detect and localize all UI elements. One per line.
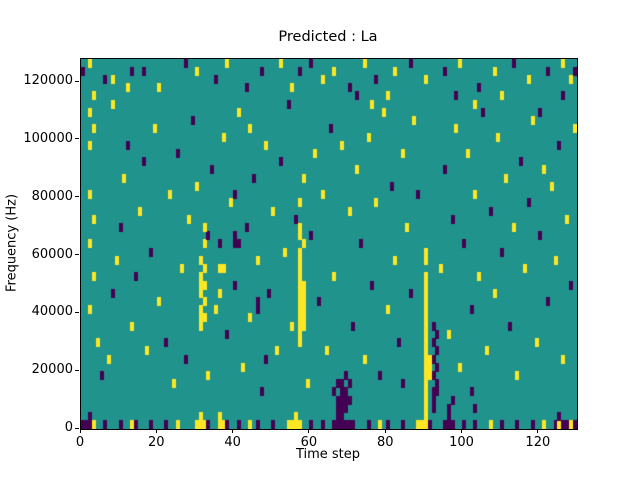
x-tick-label: 100 xyxy=(449,435,474,450)
y-tick-mark xyxy=(75,369,79,371)
y-tick-label: 80000 xyxy=(31,188,73,204)
heatmap-canvas xyxy=(81,59,577,429)
y-tick-mark xyxy=(75,311,79,313)
x-tick-mark xyxy=(461,429,463,433)
plot-area xyxy=(80,58,578,430)
chart-title: Predicted : La xyxy=(278,29,378,45)
y-tick-mark xyxy=(75,427,79,429)
x-tick-label: 0 xyxy=(75,435,85,450)
x-tick-label: 80 xyxy=(376,435,394,450)
y-axis-label: Frequency (Hz) xyxy=(4,193,20,293)
y-tick-label: 120000 xyxy=(23,73,73,89)
y-tick-label: 40000 xyxy=(31,304,73,320)
y-tick-mark xyxy=(75,196,79,198)
y-tick-mark xyxy=(75,254,79,256)
x-axis-label: Time step xyxy=(295,447,361,462)
x-tick-mark xyxy=(308,429,310,433)
x-tick-mark xyxy=(155,429,157,433)
x-tick-label: 40 xyxy=(224,435,241,450)
x-tick-label: 20 xyxy=(148,435,165,450)
x-tick-mark xyxy=(384,429,386,433)
y-tick-label: 20000 xyxy=(31,362,73,378)
y-tick-label: 0 xyxy=(64,420,73,435)
x-tick-label: 60 xyxy=(300,435,318,450)
x-tick-mark xyxy=(79,429,81,433)
x-tick-mark xyxy=(537,429,539,433)
y-tick-mark xyxy=(75,80,79,82)
y-tick-label: 60000 xyxy=(31,246,73,262)
y-tick-label: 100000 xyxy=(23,130,73,146)
x-tick-mark xyxy=(232,429,234,433)
x-tick-label: 120 xyxy=(525,435,551,450)
y-tick-mark xyxy=(75,138,79,140)
